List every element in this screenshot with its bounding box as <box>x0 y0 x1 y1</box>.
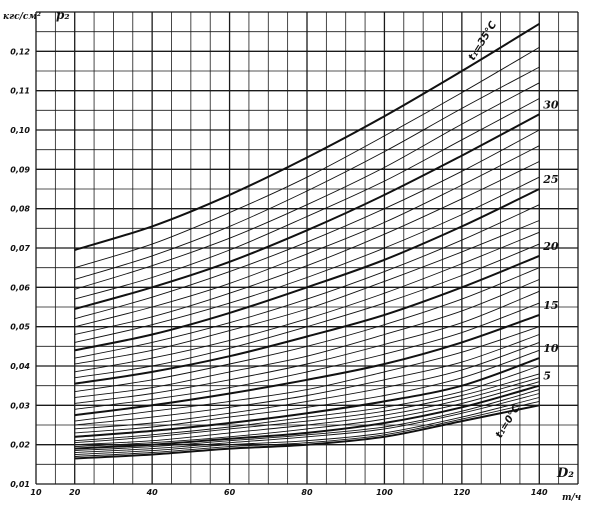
curve-t0 <box>74 404 540 460</box>
curve-t27 <box>74 161 540 335</box>
curve-t31 <box>74 98 540 300</box>
curve-t29 <box>74 129 540 320</box>
curve-t28 <box>74 145 540 328</box>
y-tick-label: 0,06 <box>10 283 30 292</box>
curve-t35 <box>74 22 540 251</box>
curve-t3 <box>74 393 540 453</box>
y-tick-label: 0,07 <box>10 244 30 253</box>
x-tick-label: 10 <box>30 488 42 497</box>
curve-t30 <box>74 113 540 310</box>
curve-t26 <box>74 176 540 343</box>
curve-t12 <box>74 341 540 430</box>
y-tick-label: 0,12 <box>10 47 30 56</box>
edge-label-15: 15 <box>543 299 558 312</box>
curve-t6 <box>74 381 540 448</box>
curve-t19 <box>74 267 540 393</box>
curve-t33 <box>74 66 540 280</box>
x-tick-label: 140 <box>531 488 548 497</box>
y-tick-label: 0,05 <box>10 323 30 332</box>
y-tick-label: 0,08 <box>10 205 30 214</box>
edge-label-20: 20 <box>542 240 559 253</box>
x-tick-label: 80 <box>301 488 313 497</box>
y-tick-label: 0,10 <box>10 126 30 135</box>
curve-t7 <box>74 377 540 446</box>
edge-label-25: 25 <box>542 173 558 186</box>
x-tick-label: 120 <box>454 488 471 497</box>
x-tick-label: 20 <box>69 488 81 497</box>
curve-t4 <box>74 389 540 452</box>
y-axis-unit: кгс/см² <box>3 12 41 22</box>
curve-t5 <box>74 384 540 450</box>
curve-t13 <box>74 334 540 426</box>
curve-t8 <box>74 373 540 444</box>
y-tick-label: 0,01 <box>10 480 30 489</box>
x-tick-label: 100 <box>376 488 393 497</box>
curve-t21 <box>74 243 540 379</box>
curve-t22 <box>74 231 540 373</box>
curve-t14 <box>74 326 540 422</box>
x-tick-label: 60 <box>224 488 236 497</box>
curves <box>74 22 540 460</box>
x-tick-label: 40 <box>146 488 159 497</box>
curve-t9 <box>74 365 540 442</box>
curve-t20 <box>74 254 540 385</box>
y-tick-label: 0,02 <box>10 441 30 450</box>
curve-t17 <box>74 290 540 404</box>
edge-label-5: 5 <box>543 370 551 383</box>
curve-t10 <box>74 357 540 438</box>
curve-t18 <box>74 279 540 398</box>
y-tick-label: 0,11 <box>10 87 30 96</box>
y-tick-label: 0,04 <box>10 362 30 371</box>
curve-t11 <box>74 349 540 434</box>
curve-t16 <box>74 302 540 410</box>
curve-t1 <box>74 400 540 457</box>
edge-label-30: 30 <box>543 98 559 111</box>
curve-t23 <box>74 220 540 365</box>
y-axis-symbol: p₂ <box>56 8 70 22</box>
x-axis-symbol: D₂ <box>556 466 574 481</box>
curve-t32 <box>74 82 540 290</box>
grid <box>35 11 579 485</box>
curve-t24 <box>74 204 540 359</box>
y-tick-label: 0,03 <box>10 401 30 410</box>
curve-t25 <box>74 188 540 352</box>
curve-label-top: t₁=35°C <box>467 19 500 63</box>
edge-label-10: 10 <box>543 342 559 355</box>
curve-t34 <box>74 47 540 269</box>
x-axis-unit: т/ч <box>562 493 581 503</box>
curve-t15 <box>74 313 540 417</box>
y-tick-label: 0,09 <box>10 165 30 174</box>
curve-t2 <box>74 397 540 455</box>
